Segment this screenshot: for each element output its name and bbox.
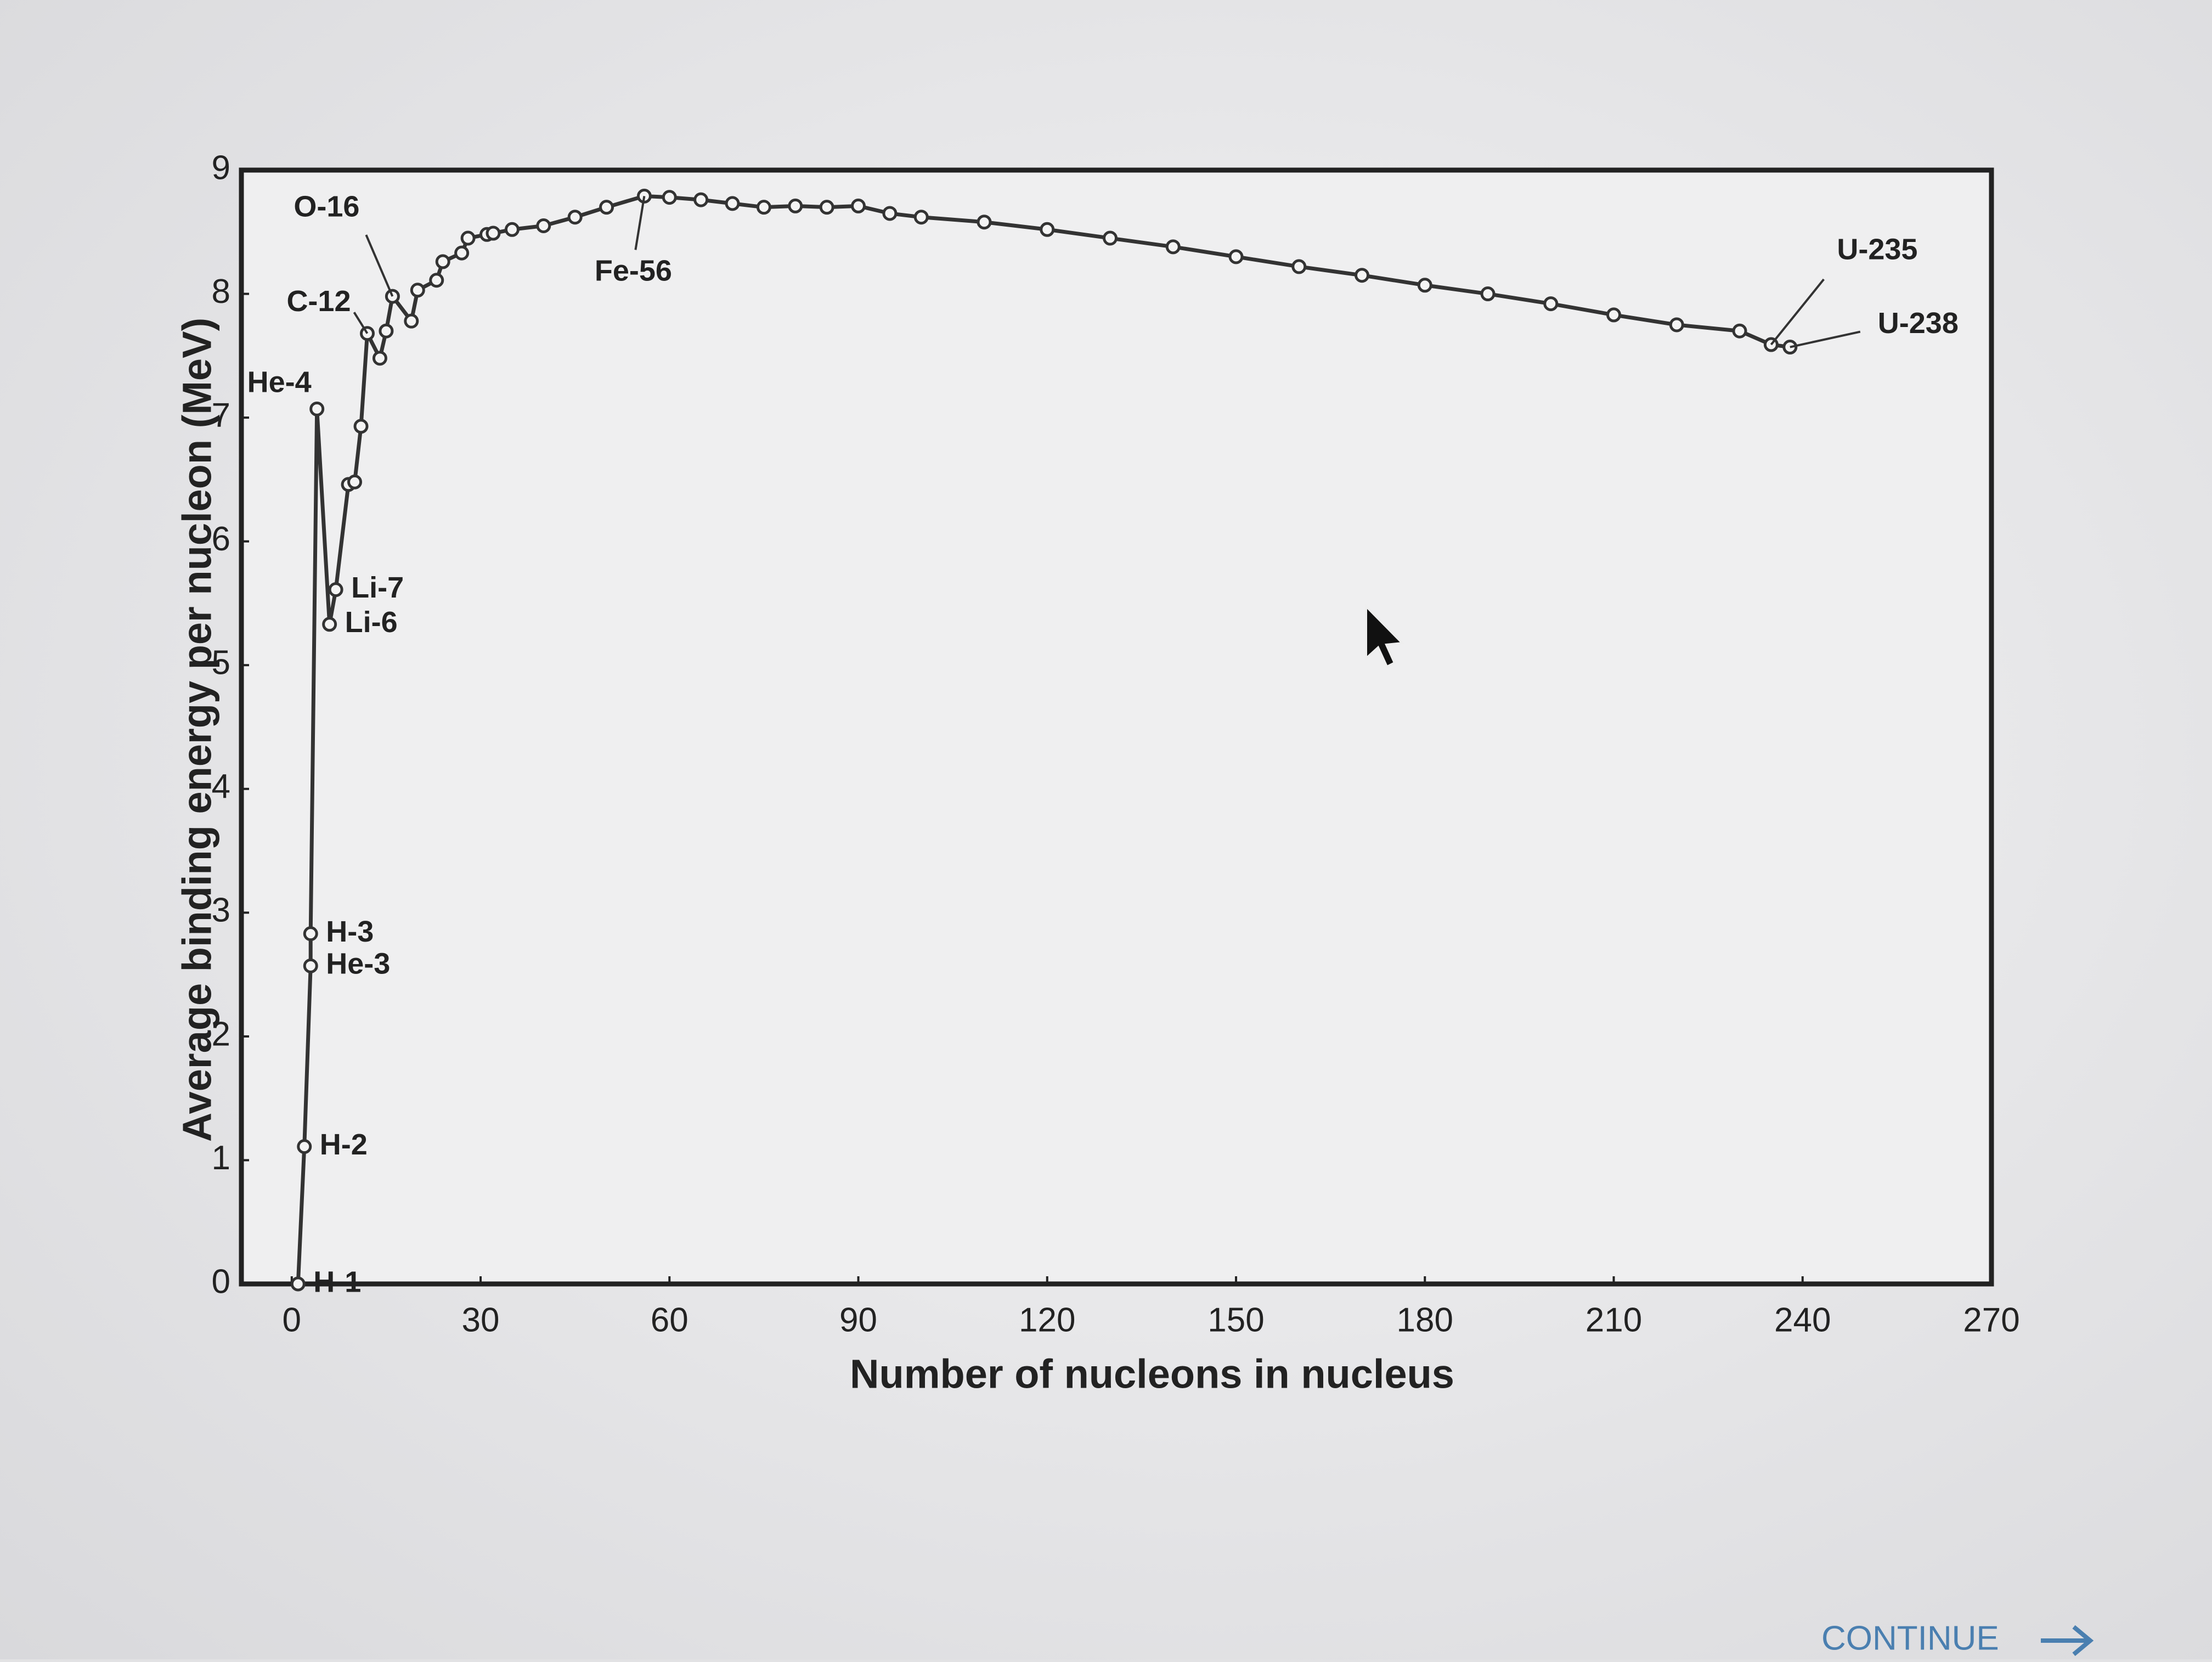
data-point [410,283,425,298]
point-label: H-2 [320,1128,368,1161]
data-point [1103,230,1118,246]
label-leader [634,196,646,250]
y-tick-label: 7 [212,396,230,434]
x-tick-label: 0 [283,1301,301,1339]
x-tick-label: 150 [1207,1301,1264,1339]
point-label: U-238 [1878,307,1959,340]
x-axis-title: Number of nucleons in nucleus [850,1351,1454,1397]
x-tick-label: 180 [1397,1301,1453,1339]
point-label: H-3 [326,915,374,948]
data-point [303,926,318,942]
y-tick-label: 4 [212,768,230,805]
data-point [1480,286,1496,302]
point-label: Li-6 [345,606,398,639]
mouse-cursor [1365,604,1405,668]
continue-arrow[interactable] [2041,1625,2094,1657]
data-point [882,206,898,221]
data-point [328,582,343,598]
x-tick-label: 270 [1963,1301,2019,1339]
y-tick-label: 8 [212,273,230,311]
data-point [404,313,419,329]
data-point [1417,278,1432,293]
data-point [819,200,834,215]
data-point [1606,307,1622,323]
data-point [435,254,450,269]
data-point [353,419,369,434]
x-tick-label: 120 [1019,1301,1075,1339]
data-point [536,218,551,233]
label-leader [1770,278,1825,346]
y-tick-label: 1 [212,1139,230,1177]
point-label: Li-7 [351,571,404,604]
data-point [1669,317,1684,333]
continue-button[interactable]: CONTINUE [1821,1619,1999,1657]
data-point [504,222,520,237]
data-point [303,958,318,973]
label-leader [365,234,394,297]
data-point [322,617,337,632]
x-tick-label: 30 [462,1301,500,1339]
data-point [567,210,583,225]
point-label: Fe-56 [595,255,672,288]
point-label: O-16 [294,190,359,223]
data-point [1291,259,1307,274]
x-tick-label: 60 [651,1301,689,1339]
data-point [454,245,470,261]
data-point [486,226,501,241]
y-axis-title: Average binding energy per nucleon (MeV) [174,318,220,1142]
label-leader [353,312,369,334]
data-point [379,323,394,339]
data-point [297,1139,312,1154]
data-point [347,474,363,489]
data-point [599,200,614,215]
point-label: He-3 [326,948,390,981]
data-point [851,198,866,213]
data-point [693,192,709,207]
data-point [309,401,325,416]
data-point [1543,296,1559,312]
y-tick-label: 2 [212,1015,230,1053]
point-label: He-4 [247,366,312,399]
data-point [977,215,992,230]
x-tick-label: 210 [1585,1301,1642,1339]
point-label: H-1 [313,1265,361,1298]
point-label: U-235 [1837,233,1917,266]
y-tick-label: 5 [212,644,230,682]
x-tick-label: 240 [1774,1301,1831,1339]
data-point [1355,268,1370,283]
data-point [725,196,740,211]
data-point [1732,323,1747,339]
y-tick-label: 9 [212,149,230,187]
data-point [1040,222,1055,237]
label-leader [1790,330,1861,348]
data-point [290,1276,306,1292]
x-tick-label: 90 [839,1301,877,1339]
data-point [1228,249,1244,264]
data-point [372,351,387,366]
point-label: C-12 [286,285,351,318]
y-tick-label: 0 [212,1263,230,1300]
data-point [913,210,929,225]
data-point [662,190,677,205]
data-point [756,200,771,215]
y-tick-label: 6 [212,520,230,558]
data-point [460,230,476,246]
plot-frame [239,167,1994,1287]
data-point [429,273,444,288]
y-tick-label: 3 [212,892,230,929]
data-point [788,198,803,213]
data-point [1165,239,1181,255]
